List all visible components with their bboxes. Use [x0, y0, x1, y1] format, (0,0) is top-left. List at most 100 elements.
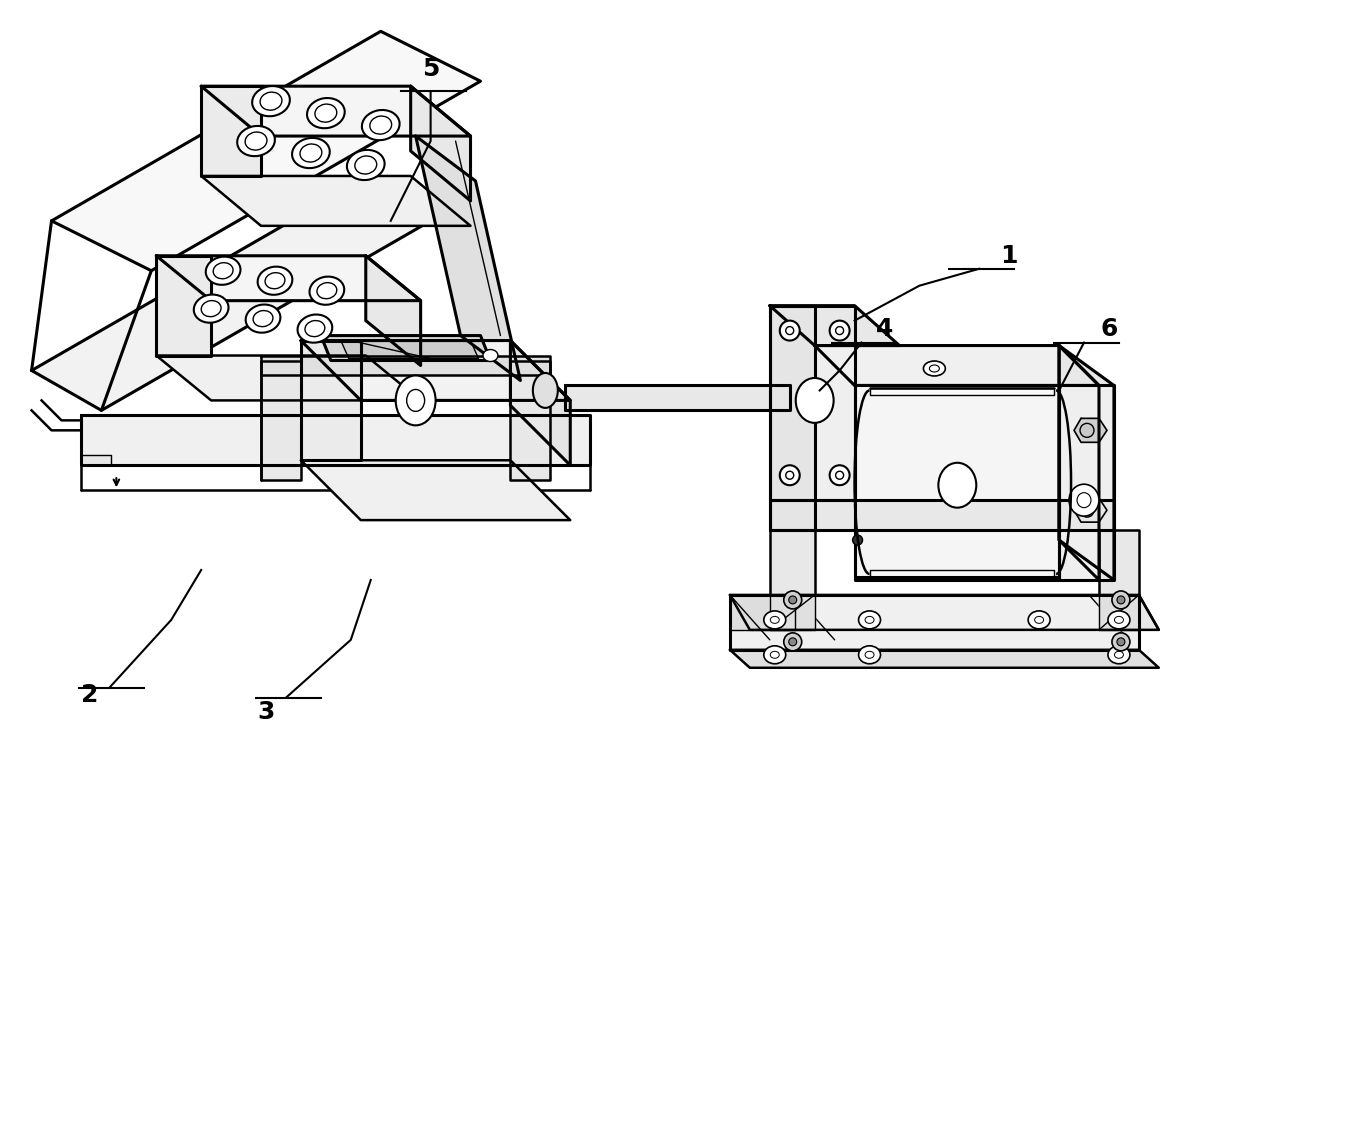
Polygon shape: [201, 87, 471, 136]
Ellipse shape: [938, 463, 977, 507]
Ellipse shape: [764, 611, 786, 629]
Ellipse shape: [929, 365, 940, 372]
Ellipse shape: [213, 262, 233, 279]
Ellipse shape: [533, 373, 558, 408]
Polygon shape: [769, 306, 899, 345]
Text: 6: 6: [1101, 317, 1117, 341]
Polygon shape: [510, 360, 550, 480]
Text: 1: 1: [1000, 244, 1018, 268]
Ellipse shape: [865, 617, 874, 624]
Polygon shape: [814, 345, 1099, 385]
Ellipse shape: [780, 465, 799, 486]
Polygon shape: [201, 87, 261, 176]
Ellipse shape: [836, 471, 843, 479]
Polygon shape: [1073, 418, 1108, 442]
Ellipse shape: [1114, 617, 1124, 624]
Polygon shape: [416, 136, 521, 381]
Ellipse shape: [1117, 596, 1125, 604]
Polygon shape: [82, 455, 112, 465]
Polygon shape: [411, 87, 471, 201]
Ellipse shape: [261, 92, 282, 111]
Polygon shape: [730, 650, 1159, 668]
Polygon shape: [1058, 385, 1114, 580]
Ellipse shape: [300, 144, 322, 162]
Ellipse shape: [355, 156, 376, 174]
Polygon shape: [1073, 498, 1108, 522]
Ellipse shape: [858, 646, 881, 663]
Ellipse shape: [1108, 646, 1129, 663]
Polygon shape: [1099, 595, 1139, 630]
Ellipse shape: [1114, 651, 1124, 658]
Text: 5: 5: [421, 57, 439, 81]
Ellipse shape: [258, 267, 292, 295]
Ellipse shape: [483, 350, 498, 361]
Polygon shape: [157, 255, 211, 356]
Ellipse shape: [310, 277, 344, 304]
Ellipse shape: [194, 294, 229, 323]
Polygon shape: [301, 341, 570, 400]
Ellipse shape: [829, 465, 850, 486]
Ellipse shape: [852, 535, 862, 545]
Polygon shape: [869, 389, 1054, 396]
Polygon shape: [366, 255, 420, 366]
Ellipse shape: [306, 320, 325, 336]
Ellipse shape: [923, 361, 945, 376]
Ellipse shape: [786, 471, 794, 479]
Polygon shape: [730, 595, 1159, 630]
Polygon shape: [1099, 530, 1139, 595]
Ellipse shape: [1112, 591, 1129, 609]
Ellipse shape: [1078, 492, 1091, 507]
Ellipse shape: [1080, 503, 1094, 518]
Ellipse shape: [396, 375, 435, 425]
Ellipse shape: [307, 98, 345, 128]
Ellipse shape: [784, 633, 802, 651]
Polygon shape: [261, 360, 301, 480]
Polygon shape: [82, 415, 591, 465]
Ellipse shape: [771, 651, 779, 658]
Polygon shape: [510, 341, 570, 465]
Text: 3: 3: [258, 700, 274, 724]
Ellipse shape: [788, 638, 797, 646]
Ellipse shape: [858, 611, 881, 629]
Ellipse shape: [1069, 484, 1099, 516]
Ellipse shape: [237, 125, 276, 156]
Polygon shape: [855, 385, 1058, 580]
Ellipse shape: [346, 149, 385, 180]
Ellipse shape: [786, 326, 794, 334]
Polygon shape: [769, 500, 1114, 530]
Ellipse shape: [1117, 638, 1125, 646]
Ellipse shape: [1080, 423, 1094, 438]
Polygon shape: [157, 356, 420, 400]
Polygon shape: [565, 385, 790, 410]
Polygon shape: [261, 356, 550, 375]
Ellipse shape: [370, 116, 391, 135]
Polygon shape: [157, 255, 420, 301]
Ellipse shape: [764, 646, 786, 663]
Polygon shape: [769, 595, 814, 630]
Ellipse shape: [795, 378, 833, 423]
Ellipse shape: [771, 617, 779, 624]
Polygon shape: [31, 181, 431, 410]
Ellipse shape: [1112, 633, 1129, 651]
Polygon shape: [730, 595, 795, 630]
Ellipse shape: [788, 596, 797, 604]
Polygon shape: [301, 341, 361, 461]
Ellipse shape: [316, 283, 337, 299]
Ellipse shape: [780, 320, 799, 341]
Polygon shape: [52, 31, 480, 270]
Ellipse shape: [202, 301, 221, 317]
Ellipse shape: [297, 315, 333, 343]
Ellipse shape: [784, 591, 802, 609]
Ellipse shape: [254, 310, 273, 327]
Ellipse shape: [361, 109, 400, 140]
Text: 2: 2: [80, 683, 98, 707]
Polygon shape: [769, 306, 855, 500]
Ellipse shape: [265, 272, 285, 288]
Ellipse shape: [246, 304, 281, 333]
Polygon shape: [301, 461, 570, 520]
Polygon shape: [1058, 345, 1099, 580]
Ellipse shape: [1035, 617, 1043, 624]
Polygon shape: [1058, 345, 1114, 580]
Ellipse shape: [865, 651, 874, 658]
Ellipse shape: [206, 256, 240, 285]
